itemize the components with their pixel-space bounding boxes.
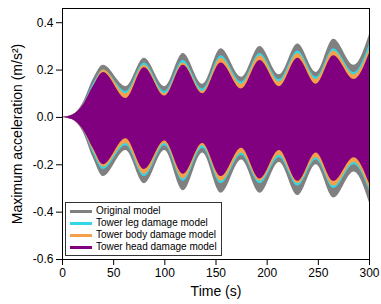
- svg-text:250: 250: [308, 266, 328, 280]
- svg-text:-0.4: -0.4: [33, 205, 54, 219]
- svg-text:-0.2: -0.2: [33, 158, 54, 172]
- html-text:Original model: Original model: [96, 205, 161, 216]
- html-text:Tower body damage model: Tower body damage model: [96, 229, 217, 240]
- svg-text:200: 200: [257, 266, 277, 280]
- html-text:Tower head damage model: Tower head damage model: [96, 241, 217, 252]
- svg-text:300: 300: [359, 266, 379, 280]
- svg-text:0.0: 0.0: [37, 110, 54, 124]
- svg-text:150: 150: [206, 266, 226, 280]
- svg-text:100: 100: [155, 266, 175, 280]
- html-text:Tower leg damage model: Tower leg damage model: [96, 217, 208, 228]
- svg-text:0.2: 0.2: [37, 63, 54, 77]
- svg-text:0.4: 0.4: [37, 16, 54, 30]
- svg-text:-0.6: -0.6: [33, 252, 54, 266]
- svg-text:Maximum acceleration (m/s²): Maximum acceleration (m/s²): [9, 44, 25, 224]
- svg-text:0: 0: [59, 266, 66, 280]
- svg-text:Time (s): Time (s): [191, 283, 242, 299]
- svg-text:50: 50: [107, 266, 121, 280]
